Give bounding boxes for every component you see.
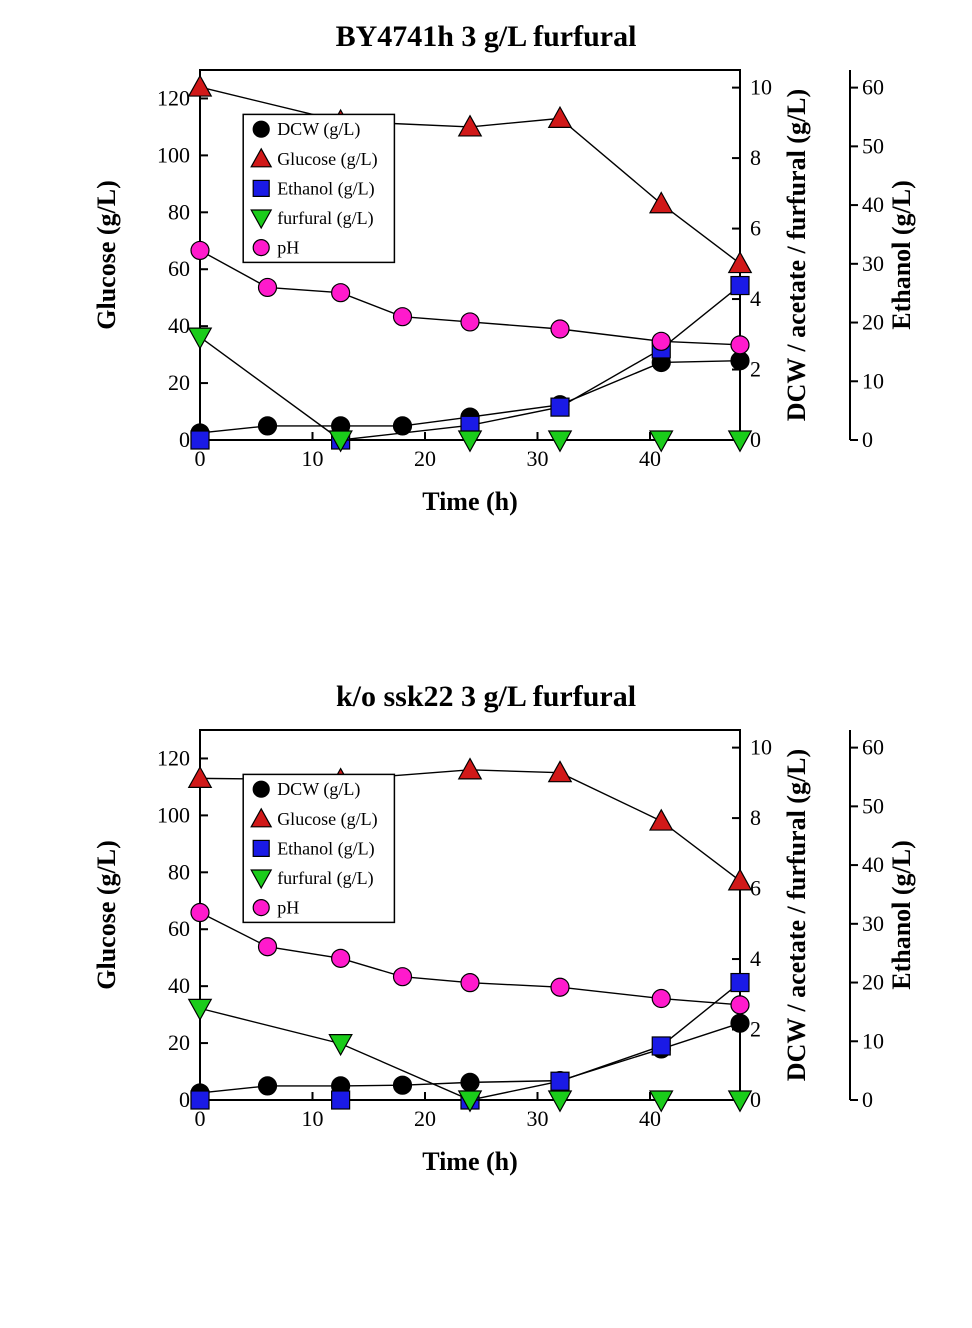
svg-text:6: 6 [750, 216, 761, 241]
svg-text:0: 0 [195, 446, 206, 471]
svg-text:30: 30 [862, 911, 884, 936]
svg-text:pH: pH [277, 898, 299, 918]
svg-text:8: 8 [750, 805, 761, 830]
svg-text:100: 100 [157, 802, 190, 827]
svg-text:0: 0 [195, 1106, 206, 1131]
svg-text:Ethanol (g/L): Ethanol (g/L) [277, 178, 374, 199]
svg-text:8: 8 [750, 145, 761, 170]
svg-text:Ethanol (g/L): Ethanol (g/L) [887, 180, 916, 330]
svg-text:10: 10 [302, 446, 324, 471]
svg-text:60: 60 [862, 735, 884, 760]
svg-text:50: 50 [862, 133, 884, 158]
svg-text:DCW (g/L): DCW (g/L) [277, 779, 360, 800]
svg-text:Time (h): Time (h) [422, 1147, 518, 1176]
svg-text:30: 30 [527, 446, 549, 471]
svg-text:20: 20 [414, 1106, 436, 1131]
svg-text:0: 0 [179, 427, 190, 452]
svg-text:40: 40 [168, 973, 190, 998]
svg-text:20: 20 [862, 970, 884, 995]
chart-svg-top: 010203040Time (h)020406080100120Glucose … [50, 60, 920, 535]
svg-text:30: 30 [527, 1106, 549, 1131]
svg-text:60: 60 [862, 75, 884, 100]
svg-text:furfural (g/L): furfural (g/L) [277, 208, 373, 229]
svg-text:DCW (g/L): DCW (g/L) [277, 119, 360, 140]
svg-text:2: 2 [750, 1017, 761, 1042]
svg-text:2: 2 [750, 357, 761, 382]
chart-title-top: BY4741h 3 g/L furfural [50, 20, 922, 54]
svg-text:40: 40 [862, 192, 884, 217]
svg-text:10: 10 [302, 1106, 324, 1131]
svg-text:4: 4 [750, 946, 761, 971]
svg-text:10: 10 [862, 1028, 884, 1053]
svg-text:20: 20 [168, 1030, 190, 1055]
svg-text:10: 10 [750, 75, 772, 100]
chart-panel-top: BY4741h 3 g/L furfural 010203040Time (h)… [50, 20, 922, 535]
svg-text:60: 60 [168, 916, 190, 941]
svg-text:Time (h): Time (h) [422, 487, 518, 516]
svg-text:10: 10 [750, 735, 772, 760]
svg-text:Glucose (g/L): Glucose (g/L) [277, 809, 377, 830]
svg-text:100: 100 [157, 142, 190, 167]
svg-text:40: 40 [168, 313, 190, 338]
svg-text:40: 40 [639, 1106, 661, 1131]
svg-text:120: 120 [157, 745, 190, 770]
chart-title-bottom: k/o ssk22 3 g/L furfural [50, 680, 922, 714]
svg-text:DCW / acetate / furfural (g/L): DCW / acetate / furfural (g/L) [782, 89, 811, 421]
svg-text:30: 30 [862, 251, 884, 276]
svg-text:Glucose (g/L): Glucose (g/L) [92, 840, 121, 990]
svg-text:4: 4 [750, 286, 761, 311]
svg-text:40: 40 [639, 446, 661, 471]
svg-text:80: 80 [168, 859, 190, 884]
svg-text:furfural (g/L): furfural (g/L) [277, 868, 373, 889]
svg-text:10: 10 [862, 368, 884, 393]
svg-text:0: 0 [862, 427, 873, 452]
svg-text:80: 80 [168, 199, 190, 224]
svg-text:0: 0 [179, 1087, 190, 1112]
chart-panel-bottom: k/o ssk22 3 g/L furfural 010203040Time (… [50, 680, 922, 1195]
svg-text:pH: pH [277, 238, 299, 258]
svg-text:Ethanol (g/L): Ethanol (g/L) [887, 840, 916, 990]
svg-text:120: 120 [157, 85, 190, 110]
chart-svg-bottom: 010203040Time (h)020406080100120Glucose … [50, 720, 920, 1195]
svg-text:6: 6 [750, 876, 761, 901]
svg-text:50: 50 [862, 793, 884, 818]
page: { "figure": { "background_color": "#ffff… [0, 0, 972, 1328]
svg-text:Glucose (g/L): Glucose (g/L) [277, 149, 377, 170]
svg-text:20: 20 [168, 370, 190, 395]
svg-text:DCW / acetate / furfural (g/L): DCW / acetate / furfural (g/L) [782, 749, 811, 1081]
svg-text:20: 20 [414, 446, 436, 471]
svg-text:Ethanol (g/L): Ethanol (g/L) [277, 838, 374, 859]
svg-text:60: 60 [168, 256, 190, 281]
svg-text:40: 40 [862, 852, 884, 877]
svg-text:Glucose (g/L): Glucose (g/L) [92, 180, 121, 330]
svg-text:0: 0 [862, 1087, 873, 1112]
svg-text:20: 20 [862, 310, 884, 335]
